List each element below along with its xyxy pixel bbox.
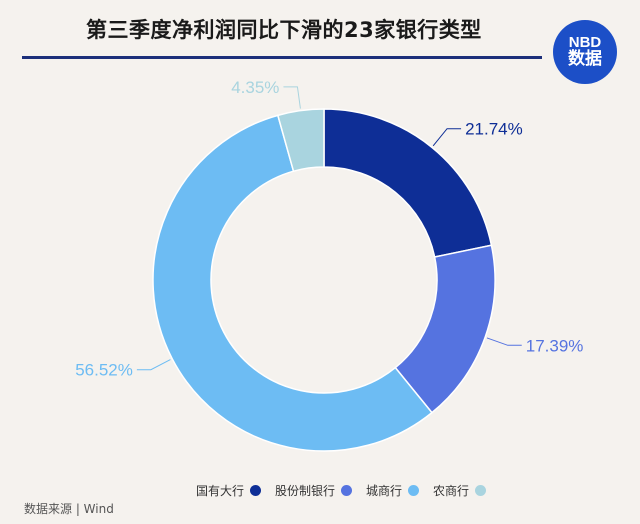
legend-item-4: 农商行	[433, 482, 486, 499]
leader-line-3	[136, 359, 171, 371]
legend-item-2: 股份制银行	[275, 482, 352, 499]
slice-label-1: 21.74%	[465, 120, 523, 139]
leader-line-2	[486, 337, 522, 346]
legend-swatch-2	[340, 485, 352, 496]
logo-line-1: NBD	[568, 34, 602, 52]
slice-4	[276, 108, 325, 173]
legend-item-3: 城商行	[366, 482, 419, 499]
legend-swatch-4	[475, 485, 486, 496]
leader-line-4	[283, 86, 301, 109]
chart-legend: 国有大行 股份制银行 城商行 农商行	[196, 482, 486, 499]
slice-3	[152, 114, 433, 452]
chart-title: 第三季度净利润同比下滑的23家银行类型	[86, 18, 482, 42]
legend-swatch-3	[407, 485, 419, 496]
nbd-logo: NBD 数据	[553, 20, 617, 84]
data-source: 数据来源 | Wind	[24, 502, 114, 516]
legend-label-1: 国有大行	[195, 484, 244, 498]
legend-label-2: 股份制银行	[274, 484, 335, 498]
title-underline	[22, 56, 542, 59]
slice-label-2: 17.39%	[526, 336, 584, 355]
leader-line-1	[432, 128, 462, 147]
legend-label-4: 农商行	[432, 484, 469, 498]
logo-line-2: 数据	[568, 48, 602, 69]
legend-swatch-1	[249, 485, 261, 496]
slice-label-3: 56.52%	[75, 361, 133, 380]
slice-label-4: 4.35%	[231, 78, 279, 97]
legend-item-1: 国有大行	[196, 482, 261, 499]
legend-label-3: 城商行	[365, 484, 402, 498]
